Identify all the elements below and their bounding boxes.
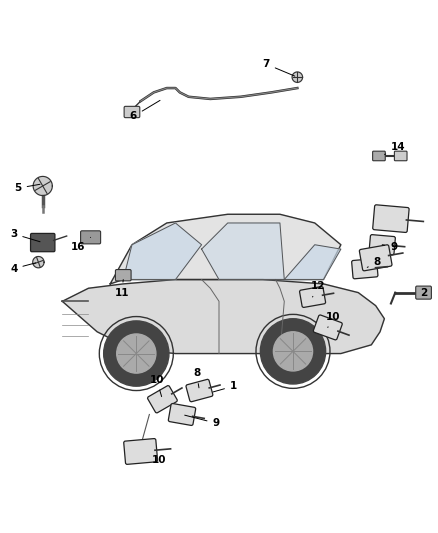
Circle shape <box>117 334 156 373</box>
Polygon shape <box>33 176 52 196</box>
Text: 10: 10 <box>149 375 164 397</box>
FancyBboxPatch shape <box>148 385 177 413</box>
Text: 3: 3 <box>10 229 40 242</box>
Polygon shape <box>123 223 201 279</box>
Text: 12: 12 <box>311 281 325 297</box>
Text: 8: 8 <box>367 257 381 268</box>
Circle shape <box>273 332 313 371</box>
FancyBboxPatch shape <box>124 439 158 464</box>
Text: 11: 11 <box>115 279 129 297</box>
Text: 6: 6 <box>130 100 160 122</box>
Polygon shape <box>284 245 341 279</box>
Text: 8: 8 <box>193 368 200 388</box>
Text: 9: 9 <box>382 242 397 252</box>
Text: 9: 9 <box>185 415 219 428</box>
Polygon shape <box>201 223 284 279</box>
Text: 14: 14 <box>385 142 406 155</box>
FancyBboxPatch shape <box>168 403 196 425</box>
FancyBboxPatch shape <box>186 379 213 402</box>
FancyBboxPatch shape <box>373 205 409 232</box>
FancyBboxPatch shape <box>394 151 407 161</box>
FancyBboxPatch shape <box>116 270 131 281</box>
FancyBboxPatch shape <box>313 315 342 340</box>
Text: 10: 10 <box>325 312 340 327</box>
Text: 5: 5 <box>14 183 40 193</box>
FancyBboxPatch shape <box>369 235 396 255</box>
FancyBboxPatch shape <box>352 259 378 279</box>
Text: 16: 16 <box>71 237 91 252</box>
Polygon shape <box>110 214 341 284</box>
FancyBboxPatch shape <box>31 233 55 252</box>
FancyBboxPatch shape <box>359 245 392 271</box>
FancyBboxPatch shape <box>373 151 385 161</box>
Circle shape <box>260 319 325 384</box>
Text: 4: 4 <box>10 263 36 273</box>
Polygon shape <box>62 279 385 353</box>
FancyBboxPatch shape <box>81 231 101 244</box>
Text: 7: 7 <box>262 59 295 76</box>
Polygon shape <box>292 72 303 83</box>
Text: 10: 10 <box>152 455 166 465</box>
Text: 1: 1 <box>213 381 237 392</box>
Polygon shape <box>33 256 44 268</box>
Text: 2: 2 <box>420 288 427 297</box>
FancyBboxPatch shape <box>416 286 431 299</box>
FancyBboxPatch shape <box>300 287 325 308</box>
FancyBboxPatch shape <box>124 107 140 118</box>
Circle shape <box>104 321 169 386</box>
